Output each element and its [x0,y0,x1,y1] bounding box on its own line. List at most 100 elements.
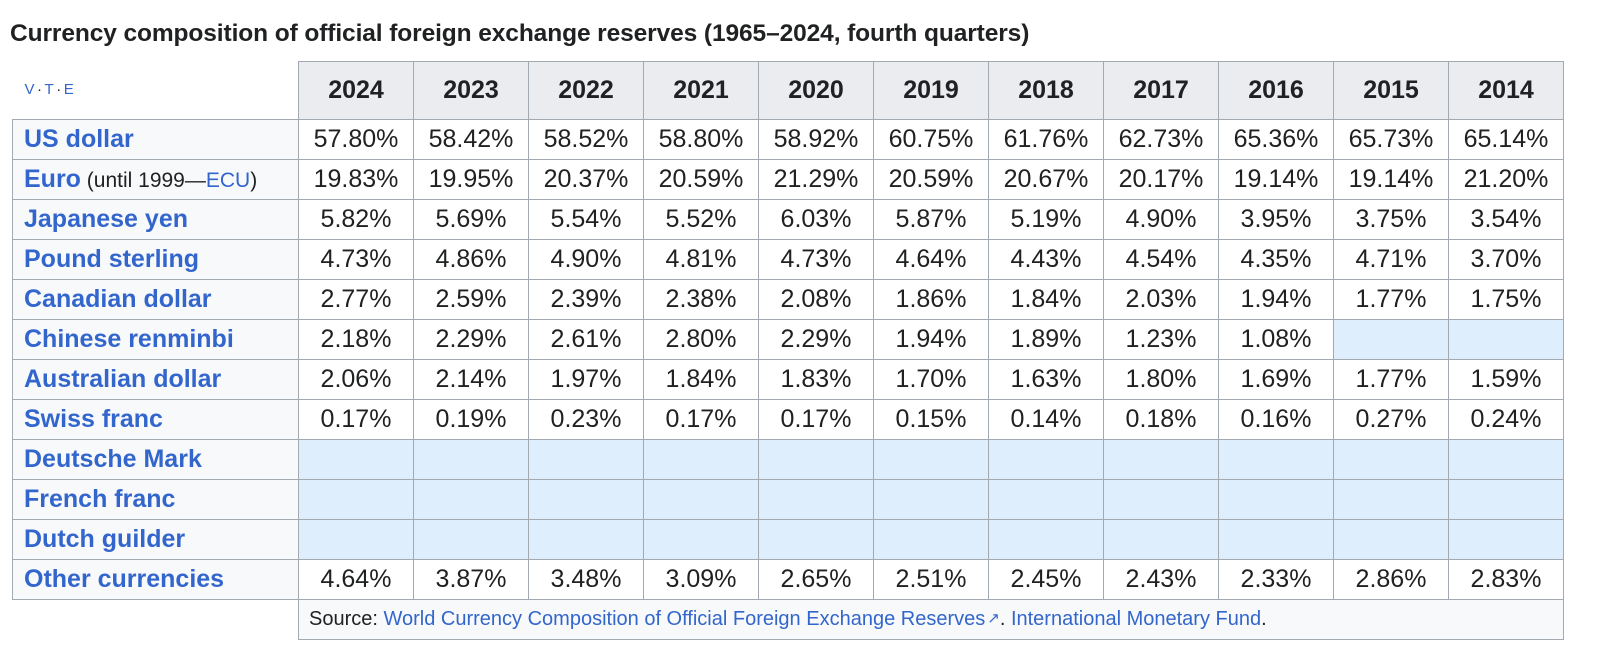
value-cell: 65.36% [1218,119,1334,160]
table-row: Other currencies 4.64% 3.87% 3.48% 3.09% 2.65… [12,559,1564,600]
value-cell: 2.45% [988,559,1104,600]
value-cell: 4.73% [758,239,874,280]
source-separator: . [999,608,1011,630]
empty-cell [643,479,759,520]
navbox-links: V · T · E [12,61,299,120]
value-cell: 0.19% [413,399,529,440]
value-cell: 0.16% [1218,399,1334,440]
empty-cell [873,519,989,560]
value-cell: 3.09% [643,559,759,600]
value-cell: 6.03% [758,199,874,240]
value-cell: 5.69% [413,199,529,240]
currency-link[interactable]: French franc [24,485,176,513]
value-cell: 58.80% [643,119,759,160]
empty-cell [988,479,1104,520]
value-cell: 1.77% [1333,359,1449,400]
value-cell: 57.80% [298,119,414,160]
value-cell: 21.29% [758,159,874,200]
currency-link[interactable]: Swiss franc [24,405,163,433]
source-cell: Source: World Currency Composition of Of… [298,599,1564,640]
value-cell: 0.17% [298,399,414,440]
currency-link[interactable]: Japanese yen [24,205,188,233]
value-cell: 4.54% [1103,239,1219,280]
value-cell: 1.94% [1218,279,1334,320]
year-header-2014: 2014 [1448,61,1564,120]
edit-template-link[interactable]: E [63,81,75,99]
value-cell: 2.38% [643,279,759,320]
currency-cell: French franc [12,479,299,520]
currency-link[interactable]: Deutsche Mark [24,445,202,473]
source-link-imf[interactable]: International Monetary Fund [1010,608,1262,630]
currency-link[interactable]: Dutch guilder [24,525,186,553]
value-cell: 5.19% [988,199,1104,240]
value-cell: 58.52% [528,119,644,160]
year-header-2015: 2015 [1333,61,1449,120]
currency-cell: Chinese renminbi [12,319,299,360]
external-link-icon: ↗ [987,610,1000,627]
value-cell: 1.08% [1218,319,1334,360]
currency-cell: US dollar [12,119,299,160]
source-link-wccofer[interactable]: World Currency Composition of Official F… [383,608,986,630]
empty-cell [1103,439,1219,480]
currency-link[interactable]: Chinese renminbi [24,325,234,353]
table-row: Dutch guilder [12,519,1564,560]
currency-cell: Euro (until 1999—ECU) [12,159,299,200]
note-prefix: (until 1999— [80,169,206,192]
year-header-2024: 2024 [298,61,414,120]
value-cell: 1.77% [1333,279,1449,320]
empty-cell [873,439,989,480]
separator: · [56,81,62,99]
table-row: Japanese yen 5.82% 5.69% 5.54% 5.52% 6.03% 5.8… [12,199,1564,240]
value-cell: 65.14% [1448,119,1564,160]
value-cell: 20.67% [988,159,1104,200]
value-cell: 60.75% [873,119,989,160]
value-cell: 5.52% [643,199,759,240]
currency-link[interactable]: Other currencies [24,565,225,593]
value-cell: 2.77% [298,279,414,320]
value-cell: 2.29% [758,319,874,360]
currency-link[interactable]: US dollar [24,125,134,153]
note-suffix: ) [250,169,258,192]
currency-cell: Canadian dollar [12,279,299,320]
empty-cell [1448,519,1564,560]
currency-cell: Japanese yen [12,199,299,240]
value-cell: 4.64% [873,239,989,280]
empty-cell [758,439,874,480]
empty-cell [873,479,989,520]
value-cell: 5.54% [528,199,644,240]
currency-link[interactable]: Canadian dollar [24,285,212,313]
value-cell: 1.89% [988,319,1104,360]
value-cell: 1.94% [873,319,989,360]
talk-template-link[interactable]: T [44,81,55,99]
value-cell: 20.59% [643,159,759,200]
value-cell: 19.83% [298,159,414,200]
empty-cell [1333,519,1449,560]
currency-link[interactable]: Australian dollar [24,365,222,393]
ecu-link[interactable]: ECU [205,169,251,192]
year-header-2021: 2021 [643,61,759,120]
value-cell: 4.90% [1103,199,1219,240]
value-cell: 0.24% [1448,399,1564,440]
empty-cell [643,519,759,560]
currency-link[interactable]: Euro [24,165,81,193]
value-cell: 4.64% [298,559,414,600]
value-cell: 3.75% [1333,199,1449,240]
empty-cell [413,479,529,520]
currency-cell: Dutch guilder [12,519,299,560]
table-row: Swiss franc 0.17% 0.19% 0.23% 0.17% 0.17% 0.15… [12,399,1564,440]
view-template-link[interactable]: V [24,81,36,99]
currency-cell: Deutsche Mark [12,439,299,480]
empty-cell [1333,319,1449,360]
table-row: Chinese renminbi 2.18% 2.29% 2.61% 2.80% 2.29… [12,319,1564,360]
table-row: Canadian dollar 2.77% 2.59% 2.39% 2.38% 2.08%… [12,279,1564,320]
year-header-2022: 2022 [528,61,644,120]
value-cell: 2.83% [1448,559,1564,600]
value-cell: 2.06% [298,359,414,400]
currency-cell: Swiss franc [12,399,299,440]
empty-cell [528,439,644,480]
currency-cell: Australian dollar [12,359,299,400]
value-cell: 19.95% [413,159,529,200]
value-cell: 4.90% [528,239,644,280]
currency-link[interactable]: Pound sterling [24,245,199,273]
empty-cell [298,519,414,560]
